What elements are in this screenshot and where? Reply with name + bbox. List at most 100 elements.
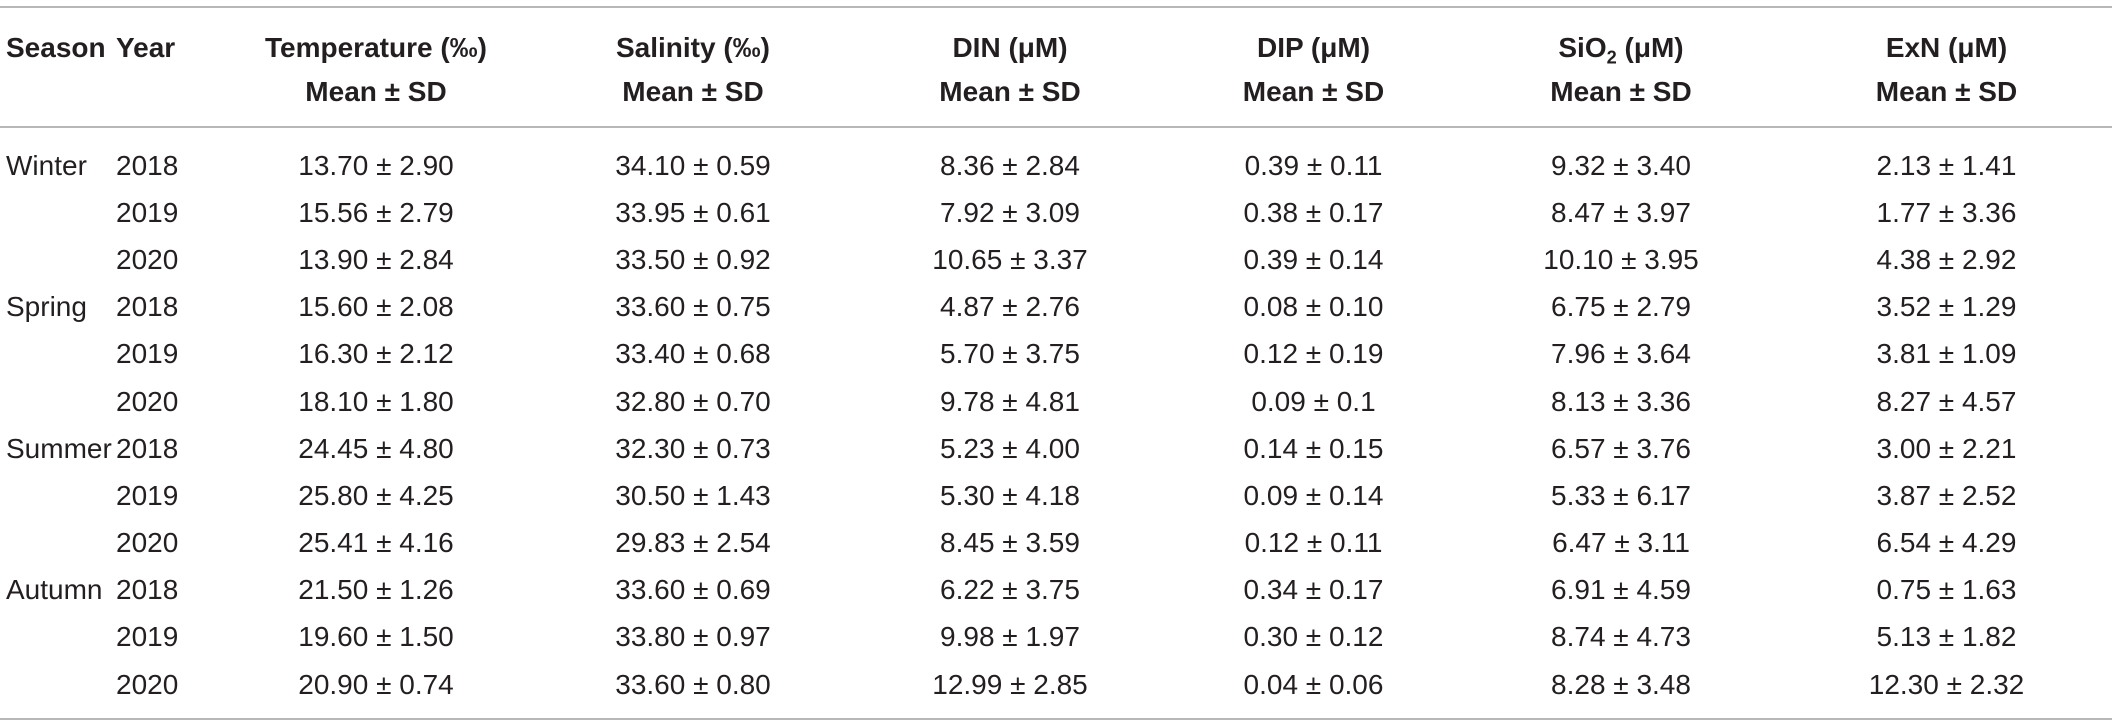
- cell-exn: 1.77 ± 3.36: [1876, 196, 2017, 228]
- table-body: Winter 2018 13.70 ± 2.90 34.10 ± 0.59 8.36 ±…: [0, 127, 2112, 720]
- table-row: 2020 25.41 ± 4.16 29.83 ± 2.54 8.45 ± 3.59 0…: [0, 520, 2112, 567]
- cell-din: 12.99 ± 2.85: [854, 661, 1166, 720]
- cell-sio2: 6.75 ± 2.79: [1551, 291, 1691, 323]
- cell-salinity: 34.10 ± 0.59: [615, 149, 771, 181]
- cell-salinity: 29.83 ± 2.54: [615, 527, 771, 559]
- seasonal-parameters-table: Season Year Temperature (‰) Mean ± SD Sa…: [0, 6, 2112, 720]
- cell-season: Summer: [6, 432, 112, 464]
- cell-year: 2018: [116, 291, 179, 323]
- header-season: Season: [0, 6, 110, 128]
- cell-dip: 0.09 ± 0.1: [1251, 385, 1376, 417]
- cell-din: 4.87 ± 2.76: [940, 291, 1080, 323]
- table-row: 2019 16.30 ± 2.12 33.40 ± 0.68 5.70 ± 3.75 0…: [0, 331, 2112, 378]
- cell-exn: 8.27 ± 4.57: [1876, 385, 2017, 417]
- cell-sio2: 8.47 ± 3.97: [1551, 196, 1691, 228]
- header-exn: ExN (μM) Mean ± SD: [1781, 6, 2112, 128]
- cell-season: [0, 661, 110, 720]
- cell-sio2: 6.57 ± 3.76: [1551, 432, 1691, 464]
- header-year: Year: [110, 6, 220, 128]
- cell-temperature: 15.60 ± 2.08: [298, 291, 454, 323]
- table-row: 2019 19.60 ± 1.50 33.80 ± 0.97 9.98 ± 1.97 0…: [0, 614, 2112, 661]
- cell-din: 5.23 ± 4.00: [940, 432, 1080, 464]
- cell-din: 5.30 ± 4.18: [940, 479, 1080, 511]
- header-dip: DIP (μM) Mean ± SD: [1166, 6, 1461, 128]
- cell-year: 2018: [116, 574, 179, 606]
- cell-sio2: 5.33 ± 6.17: [1551, 479, 1691, 511]
- cell-sio2: 10.10 ± 3.95: [1543, 243, 1699, 275]
- cell-season: [0, 520, 110, 567]
- cell-exn: 0.75 ± 1.63: [1876, 574, 2017, 606]
- cell-sio2: 8.28 ± 3.48: [1461, 661, 1781, 720]
- cell-salinity: 32.30 ± 0.73: [615, 432, 771, 464]
- cell-salinity: 33.40 ± 0.68: [615, 338, 771, 370]
- cell-sio2: 8.74 ± 4.73: [1551, 621, 1691, 653]
- cell-season: [0, 614, 110, 661]
- table-row: 2020 13.90 ± 2.84 33.50 ± 0.92 10.65 ± 3.37…: [0, 236, 2112, 283]
- header-sio2: SiO2 (μM) Mean ± SD: [1461, 6, 1781, 128]
- cell-din: 10.65 ± 3.37: [932, 243, 1088, 275]
- table-row: 2020 20.90 ± 0.74 33.60 ± 0.80 12.99 ± 2.85…: [0, 661, 2112, 720]
- cell-year: 2020: [116, 243, 179, 275]
- cell-temperature: 18.10 ± 1.80: [298, 385, 454, 417]
- cell-temperature: 21.50 ± 1.26: [298, 574, 454, 606]
- header-din: DIN (μM) Mean ± SD: [854, 6, 1166, 128]
- cell-temperature: 15.56 ± 2.79: [298, 196, 454, 228]
- cell-din: 6.22 ± 3.75: [940, 574, 1080, 606]
- cell-exn: 5.13 ± 1.82: [1876, 621, 2017, 653]
- cell-exn: 2.13 ± 1.41: [1876, 149, 2017, 181]
- cell-season: [0, 378, 110, 425]
- cell-salinity: 30.50 ± 1.43: [615, 479, 771, 511]
- cell-temperature: 13.90 ± 2.84: [298, 243, 454, 275]
- cell-dip: 0.34 ± 0.17: [1243, 574, 1384, 606]
- cell-exn: 3.00 ± 2.21: [1876, 432, 2017, 464]
- cell-year: 2019: [116, 479, 179, 511]
- table-row: 2020 18.10 ± 1.80 32.80 ± 0.70 9.78 ± 4.81 0…: [0, 378, 2112, 425]
- cell-salinity: 33.80 ± 0.97: [615, 621, 771, 653]
- cell-exn: 4.38 ± 2.92: [1876, 243, 2017, 275]
- cell-temperature: 25.41 ± 4.16: [298, 527, 454, 559]
- cell-season: [0, 236, 110, 283]
- cell-year: 2020: [116, 527, 179, 559]
- cell-dip: 0.08 ± 0.10: [1243, 291, 1384, 323]
- cell-salinity: 33.60 ± 0.75: [615, 291, 771, 323]
- cell-season: [0, 331, 110, 378]
- cell-din: 5.70 ± 3.75: [940, 338, 1080, 370]
- cell-year: 2018: [116, 149, 179, 181]
- cell-din: 8.36 ± 2.84: [940, 149, 1080, 181]
- cell-salinity: 32.80 ± 0.70: [615, 385, 771, 417]
- cell-sio2: 9.32 ± 3.40: [1551, 149, 1691, 181]
- table-row: 2019 25.80 ± 4.25 30.50 ± 1.43 5.30 ± 4.18 0…: [0, 472, 2112, 519]
- table-row: Spring 2018 15.60 ± 2.08 33.60 ± 0.75 4.87 ±…: [0, 284, 2112, 331]
- cell-salinity: 33.60 ± 0.80: [532, 661, 854, 720]
- cell-temperature: 24.45 ± 4.80: [298, 432, 454, 464]
- cell-din: 9.78 ± 4.81: [940, 385, 1080, 417]
- cell-temperature: 13.70 ± 2.90: [298, 149, 454, 181]
- cell-dip: 0.14 ± 0.15: [1243, 432, 1384, 464]
- cell-season: Spring: [6, 291, 87, 323]
- cell-season: Autumn: [6, 574, 103, 606]
- cell-din: 7.92 ± 3.09: [940, 196, 1080, 228]
- cell-sio2: 6.91 ± 4.59: [1551, 574, 1691, 606]
- cell-dip: 0.39 ± 0.11: [1244, 149, 1383, 181]
- cell-dip: 0.12 ± 0.11: [1244, 527, 1383, 559]
- cell-temperature: 20.90 ± 0.74: [220, 661, 532, 720]
- cell-year: 2020: [110, 661, 220, 720]
- table-row: 2019 15.56 ± 2.79 33.95 ± 0.61 7.92 ± 3.09 0…: [0, 189, 2112, 236]
- cell-exn: 3.81 ± 1.09: [1876, 338, 2017, 370]
- table-row: Summer 2018 24.45 ± 4.80 32.30 ± 0.73 5.23 ±…: [0, 425, 2112, 472]
- cell-year: 2019: [116, 338, 179, 370]
- table-row: Winter 2018 13.70 ± 2.90 34.10 ± 0.59 8.36 ±…: [0, 127, 2112, 189]
- cell-exn: 3.87 ± 2.52: [1876, 479, 2017, 511]
- cell-salinity: 33.50 ± 0.92: [615, 243, 771, 275]
- cell-season: Winter: [6, 149, 87, 181]
- cell-exn: 3.52 ± 1.29: [1876, 291, 2017, 323]
- cell-season: [0, 472, 110, 519]
- cell-temperature: 25.80 ± 4.25: [298, 479, 454, 511]
- cell-sio2: 8.13 ± 3.36: [1551, 385, 1691, 417]
- cell-year: 2019: [116, 621, 179, 653]
- cell-temperature: 16.30 ± 2.12: [298, 338, 454, 370]
- cell-dip: 0.30 ± 0.12: [1243, 621, 1384, 653]
- cell-sio2: 6.47 ± 3.11: [1552, 527, 1690, 559]
- table-row: Autumn 2018 21.50 ± 1.26 33.60 ± 0.69 6.22 ±…: [0, 567, 2112, 614]
